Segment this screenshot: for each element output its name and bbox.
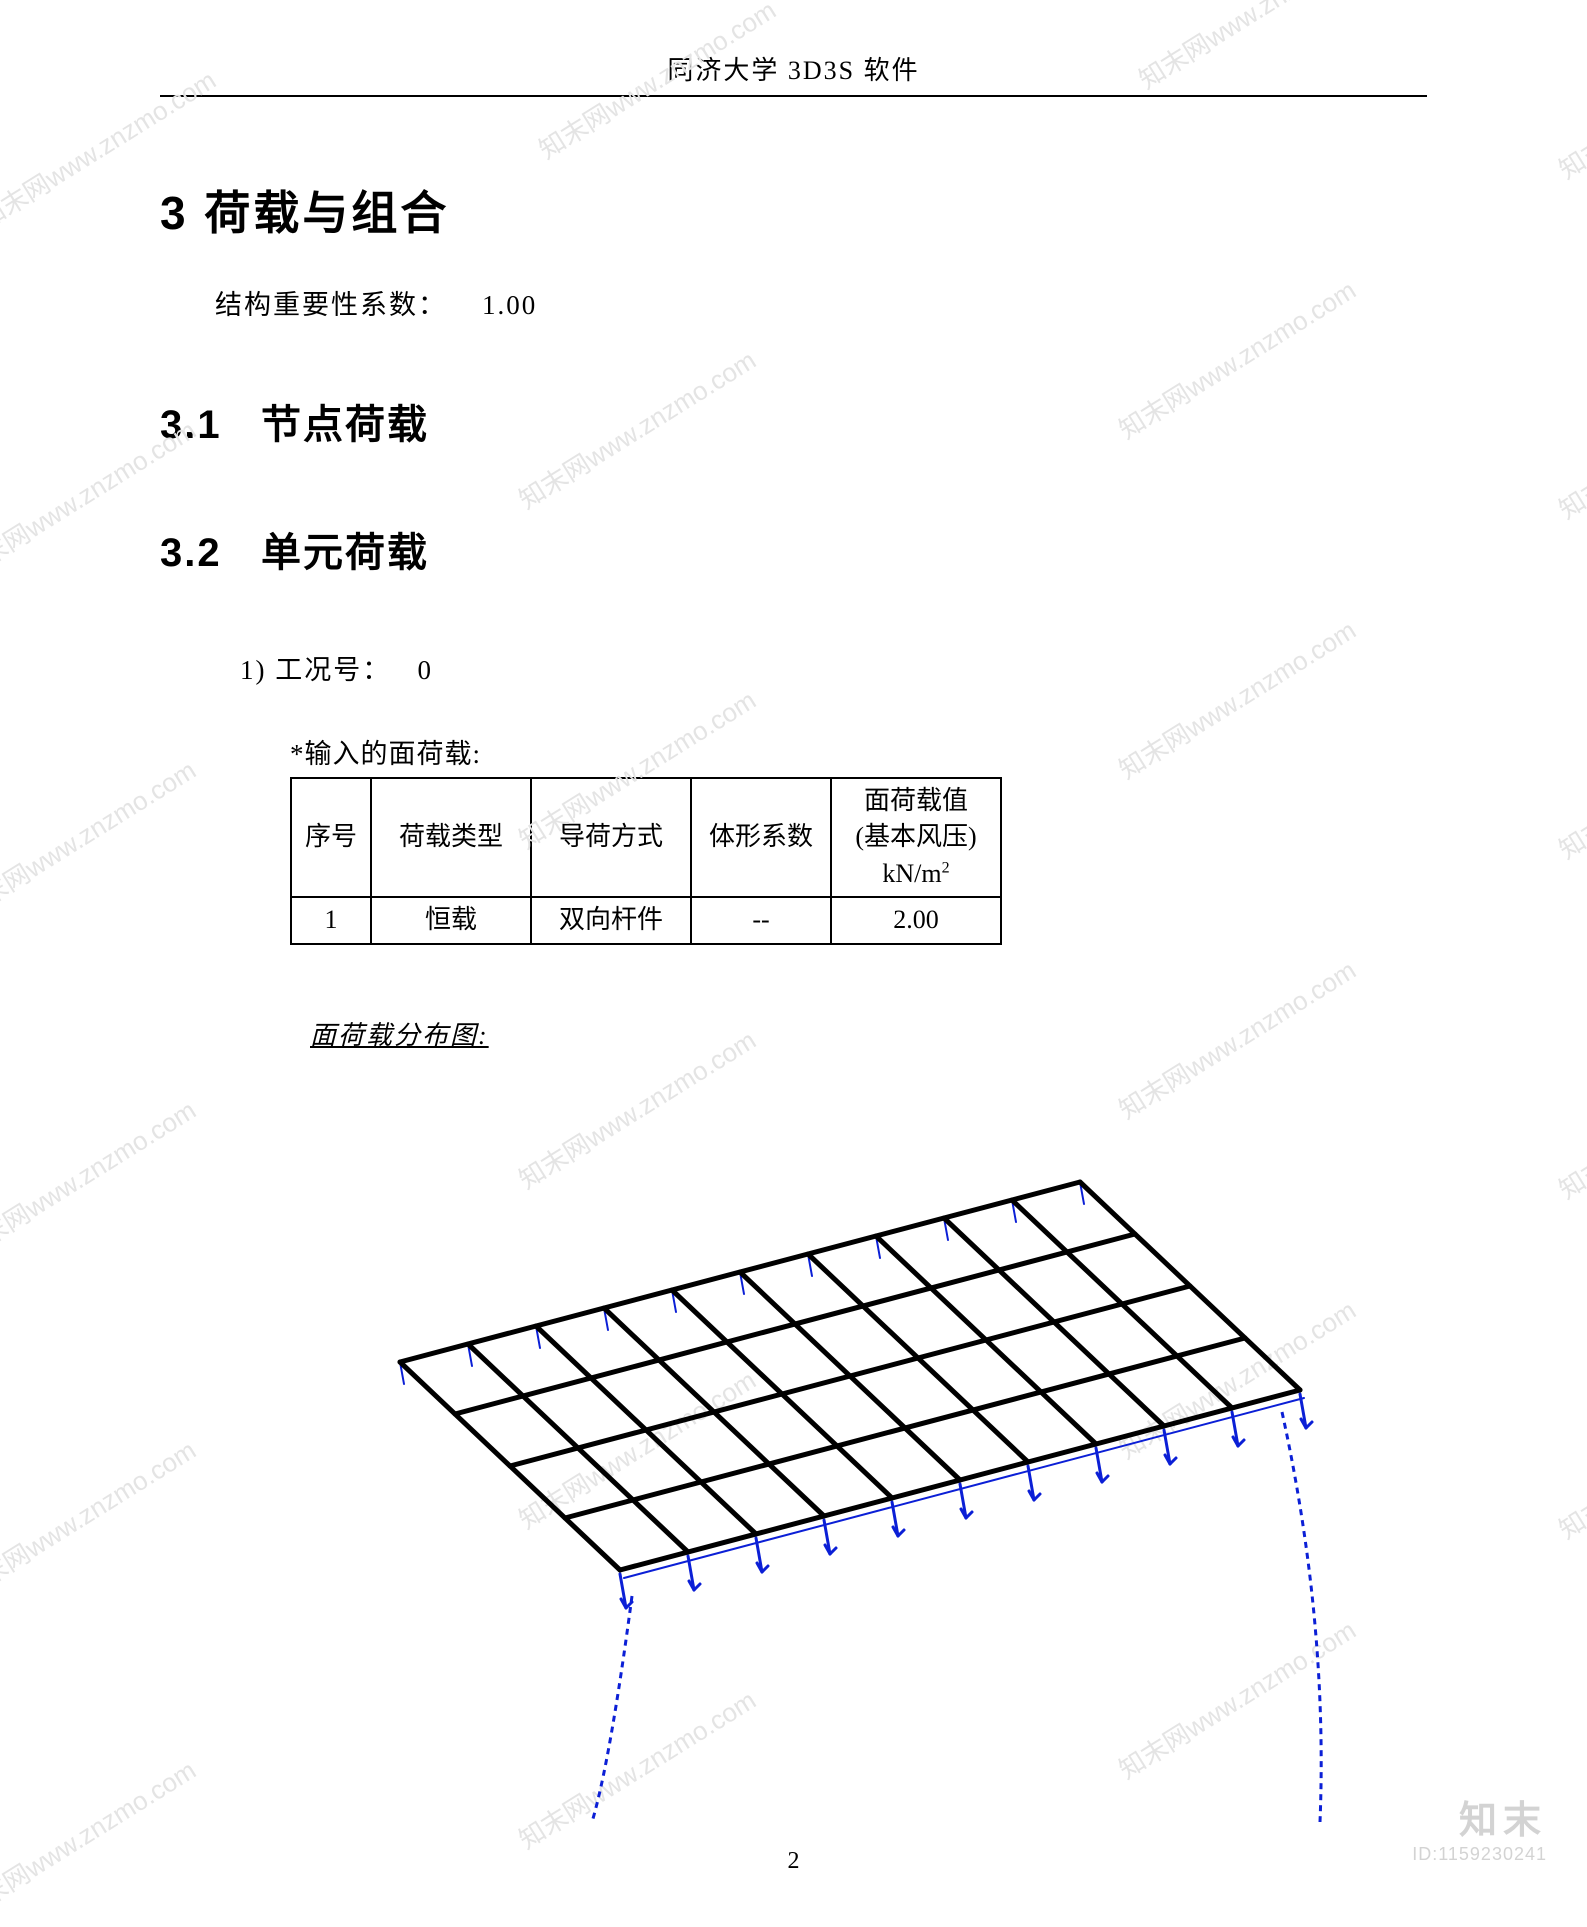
sub31-title: 节点荷载 xyxy=(261,403,429,447)
table-cell: 1 xyxy=(291,897,371,943)
table-cell: 2.00 xyxy=(831,897,1001,943)
figure-caption: 面荷载分布图: xyxy=(310,1015,1427,1052)
section-title: 荷载与组合 xyxy=(204,187,449,239)
table-caption: *输入的面荷载: xyxy=(290,732,1427,771)
table-header-row: 序号荷载类型导荷方式体形系数面荷载值(基本风压)kN/m2 xyxy=(291,778,1001,897)
watermark-text: 知末网www.znzmo.com xyxy=(1551,1030,1587,1206)
load-distribution-diagram xyxy=(160,1062,1430,1842)
table-cell: -- xyxy=(691,897,831,943)
case-value: 0 xyxy=(418,655,434,685)
watermark-text: 知末网www.znzmo.com xyxy=(1551,690,1587,866)
section-number: 3 xyxy=(160,187,189,239)
page-header-title: 同济大学 3D3S 软件 xyxy=(160,50,1427,95)
table-header-cell: 导荷方式 xyxy=(531,778,691,897)
table-header-cell: 面荷载值(基本风压)kN/m2 xyxy=(831,778,1001,897)
watermark-text: 知末网www.znzmo.com xyxy=(1551,350,1587,526)
table-header-cell: 荷载类型 xyxy=(371,778,531,897)
surface-load-table: 序号荷载类型导荷方式体形系数面荷载值(基本风压)kN/m2 1恒载双向杆件--2… xyxy=(290,777,1002,945)
header-rule xyxy=(160,95,1427,97)
importance-coefficient-line: 结构重要性系数： 1.00 xyxy=(215,283,1427,322)
case-label: 1) 工况号： xyxy=(240,655,391,685)
watermark-logo-text: 知末 xyxy=(1412,1789,1547,1844)
table-row: 1恒载双向杆件--2.00 xyxy=(291,897,1001,943)
document-page: 知末网www.znzmo.com 知末网www.znzmo.com 知末网www.z… xyxy=(0,0,1587,1905)
sub32-num: 3.2 xyxy=(160,531,222,575)
section-heading: 3 荷载与组合 xyxy=(160,177,1427,243)
subsection-31-heading: 3.1 节点荷载 xyxy=(160,392,1427,450)
watermark-text: 知末网www.znzmo.com xyxy=(0,750,202,926)
sub31-num: 3.1 xyxy=(160,403,222,447)
watermark-id: ID:1159230241 xyxy=(1412,1844,1547,1865)
watermark-logo: 知末 ID:1159230241 xyxy=(1412,1789,1547,1865)
watermark-text: 知末网www.znzmo.com xyxy=(1551,1370,1587,1546)
page-number: 2 xyxy=(0,1848,1587,1875)
table-header-cell: 序号 xyxy=(291,778,371,897)
sub32-title: 单元荷载 xyxy=(261,531,429,575)
table-cell: 恒载 xyxy=(371,897,531,943)
coef-label: 结构重要性系数： xyxy=(215,290,447,320)
table-body: 1恒载双向杆件--2.00 xyxy=(291,897,1001,943)
table-cell: 双向杆件 xyxy=(531,897,691,943)
case-line: 1) 工况号： 0 xyxy=(240,648,1427,687)
table-header-cell: 体形系数 xyxy=(691,778,831,897)
coef-value: 1.00 xyxy=(482,290,537,320)
watermark-text: 知末网www.znzmo.com xyxy=(1551,10,1587,186)
subsection-32-heading: 3.2 单元荷载 xyxy=(160,520,1427,578)
diagram-svg xyxy=(160,1062,1430,1842)
